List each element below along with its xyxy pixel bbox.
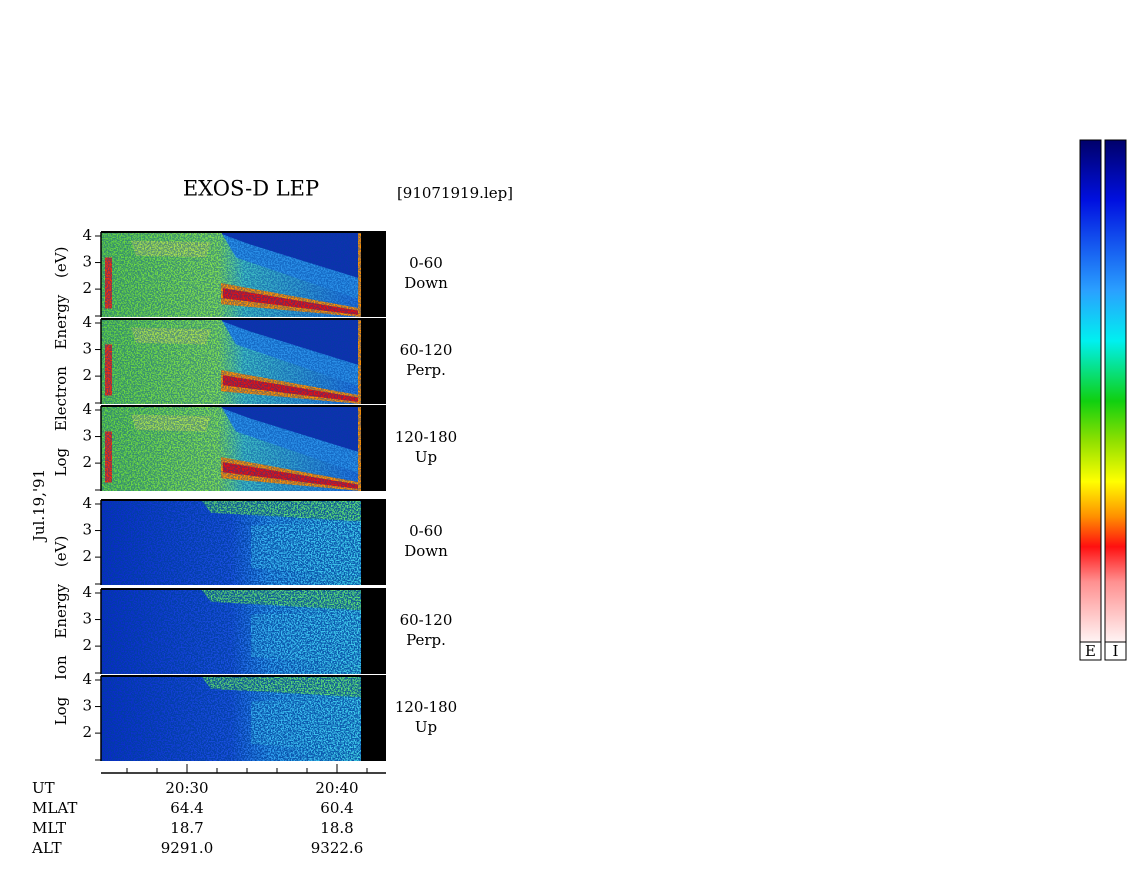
colorbar-label-box bbox=[1079, 641, 1102, 661]
footer-label: MLAT bbox=[32, 799, 77, 817]
y-tick-label: 2 bbox=[82, 723, 92, 741]
spectrogram bbox=[101, 406, 361, 491]
footer-value: 18.8 bbox=[320, 819, 353, 837]
colorbar-label: I bbox=[1113, 642, 1119, 660]
footer-value: 9291.0 bbox=[161, 839, 214, 857]
blank-column bbox=[361, 589, 386, 674]
panel-label: Down bbox=[404, 274, 448, 292]
y-tick-label: 3 bbox=[82, 427, 92, 445]
colorbar bbox=[1104, 139, 1127, 643]
date: Jul.19,'91 bbox=[30, 469, 48, 543]
y-tick-label: 2 bbox=[82, 636, 92, 654]
footer-value: 20:40 bbox=[315, 779, 358, 797]
footer-label: MLT bbox=[32, 819, 66, 837]
footer-label: ALT bbox=[31, 839, 62, 857]
blank-column bbox=[361, 232, 386, 317]
spec-noise bbox=[101, 676, 361, 761]
y-tick-label: 3 bbox=[82, 697, 92, 715]
footer-value: 20:30 bbox=[165, 779, 208, 797]
y-tick-label: 3 bbox=[82, 521, 92, 539]
spec-noise bbox=[101, 406, 361, 491]
y-axis-title: Log Electron Energy (eV) bbox=[52, 247, 70, 477]
y-tick-label: 2 bbox=[82, 366, 92, 384]
y-tick-label: 4 bbox=[82, 313, 92, 331]
panel-label: 60-120 bbox=[400, 341, 453, 359]
colorbar-label: E bbox=[1085, 642, 1096, 660]
y-tick-label: 3 bbox=[82, 340, 92, 358]
blank-column bbox=[361, 676, 386, 761]
panel-label: Perp. bbox=[406, 361, 446, 379]
spectrogram bbox=[101, 589, 361, 674]
y-tick-label: 4 bbox=[82, 670, 92, 688]
panel-label: Up bbox=[415, 718, 437, 736]
blank-column bbox=[361, 319, 386, 404]
panel-label: 120-180 bbox=[395, 428, 457, 446]
footer-value: 18.7 bbox=[170, 819, 203, 837]
blank-column bbox=[361, 406, 386, 491]
spectrogram bbox=[101, 232, 361, 317]
colorbar-label-box bbox=[1104, 641, 1127, 661]
spec-noise bbox=[101, 319, 361, 404]
spectrogram bbox=[101, 319, 361, 404]
panel-label: Perp. bbox=[406, 631, 446, 649]
panel-label: Up bbox=[415, 448, 437, 466]
spec-noise bbox=[101, 589, 361, 674]
footer-value: 60.4 bbox=[320, 799, 353, 817]
panel-label: 120-180 bbox=[395, 698, 457, 716]
panel-label: 0-60 bbox=[409, 254, 443, 272]
y-tick-label: 4 bbox=[82, 400, 92, 418]
panel-label: 0-60 bbox=[409, 522, 443, 540]
footer-value: 9322.6 bbox=[311, 839, 364, 857]
spec-noise bbox=[101, 232, 361, 317]
footer-value: 64.4 bbox=[170, 799, 203, 817]
y-tick-label: 4 bbox=[82, 494, 92, 512]
y-tick-label: 3 bbox=[82, 610, 92, 628]
y-tick-label: 4 bbox=[82, 583, 92, 601]
title: EXOS-D LEP bbox=[183, 177, 319, 201]
file-name: [91071919.lep] bbox=[397, 184, 513, 202]
y-tick-label: 2 bbox=[82, 453, 92, 471]
spec-noise bbox=[101, 500, 361, 585]
blank-column bbox=[361, 500, 386, 585]
y-tick-label: 4 bbox=[82, 226, 92, 244]
spectrogram bbox=[101, 500, 361, 585]
panel-label: 60-120 bbox=[400, 611, 453, 629]
panel-label: Down bbox=[404, 542, 448, 560]
footer-label: UT bbox=[32, 779, 55, 797]
y-tick-label: 2 bbox=[82, 279, 92, 297]
y-tick-label: 3 bbox=[82, 253, 92, 271]
colorbar bbox=[1079, 139, 1102, 643]
y-axis-title: Log Ion Energy (eV) bbox=[52, 536, 70, 726]
spectrogram bbox=[101, 676, 361, 761]
y-tick-label: 2 bbox=[82, 547, 92, 565]
